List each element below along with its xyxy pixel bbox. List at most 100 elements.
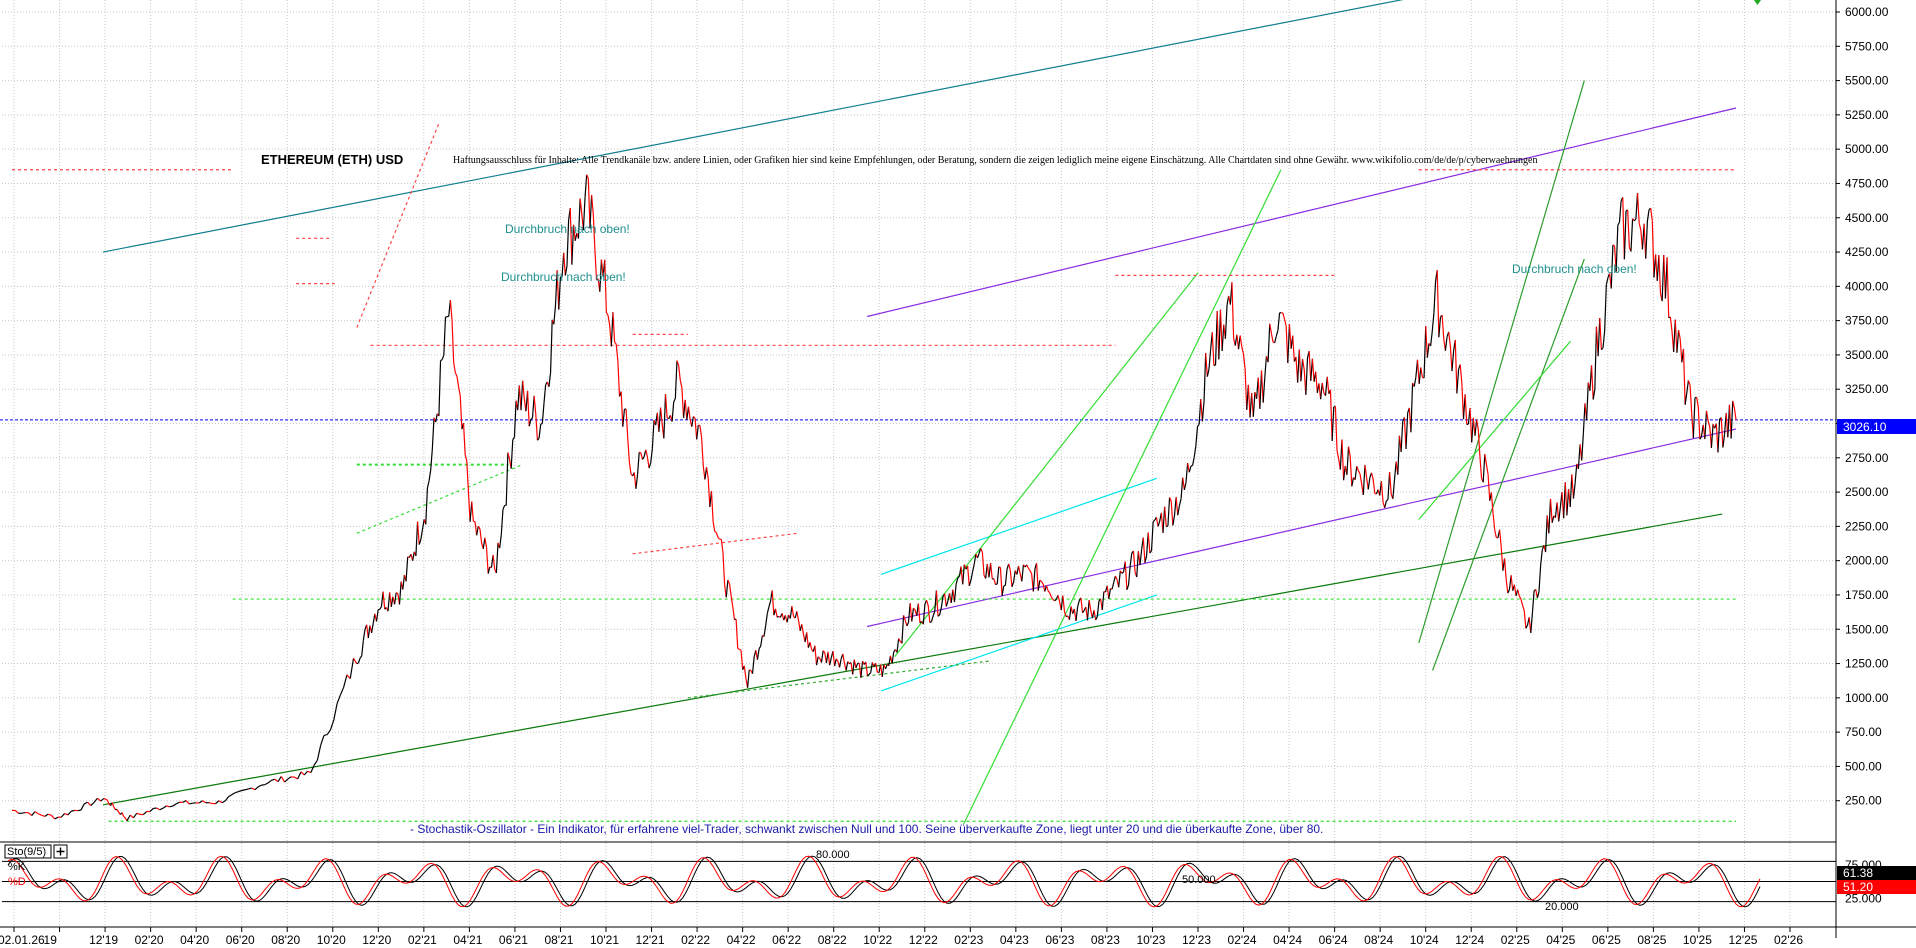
price-segment — [592, 213, 596, 250]
price-segment — [241, 789, 246, 792]
price-segment — [906, 622, 910, 627]
price-segment — [1666, 257, 1670, 318]
price-segment — [740, 650, 744, 670]
price-segment — [1503, 558, 1507, 580]
price-segment — [333, 703, 338, 721]
price-segment — [21, 811, 26, 814]
k-value-label: 61.38 — [1843, 866, 1873, 880]
price-segment — [111, 802, 115, 808]
price-segment — [852, 659, 855, 675]
price-segment — [776, 615, 780, 618]
price-segment — [435, 413, 438, 423]
price-segment — [1050, 596, 1054, 600]
price-segment — [38, 813, 42, 816]
price-segment — [571, 224, 575, 265]
price-segment — [1531, 590, 1535, 613]
x-tick-label: 12'21 — [636, 933, 665, 947]
price-segment — [541, 403, 545, 424]
price-segment — [284, 778, 289, 783]
price-segment — [558, 277, 562, 310]
price-segment — [1686, 380, 1690, 394]
price-segment — [1431, 312, 1435, 332]
price-segment — [737, 647, 740, 650]
price-segment — [54, 816, 59, 820]
price-segment — [182, 800, 187, 803]
price-segment — [981, 552, 985, 576]
price-segment — [710, 491, 714, 522]
price-segment — [1275, 330, 1279, 337]
price-segment — [339, 686, 345, 696]
y-tick-label: 5000.00 — [1845, 142, 1889, 156]
price-segment — [743, 665, 747, 679]
price-segment — [1487, 474, 1491, 501]
price-segment — [50, 814, 56, 820]
price-segment — [1651, 220, 1655, 278]
price-segment — [254, 786, 259, 791]
price-segment — [651, 420, 655, 449]
price-segment — [1538, 564, 1542, 592]
price-segment — [999, 567, 1003, 596]
price-segment — [462, 423, 466, 455]
price-segment — [781, 613, 785, 621]
price-segment — [393, 592, 397, 605]
price-segment — [307, 770, 312, 774]
price-segment — [1347, 446, 1351, 457]
price-segment — [1645, 221, 1648, 259]
price-segment — [476, 526, 479, 536]
price-segment — [556, 270, 560, 310]
price-segment — [679, 379, 683, 389]
price-segment — [513, 400, 517, 438]
price-segment — [676, 360, 680, 366]
price-segment — [814, 645, 818, 666]
price-segment — [1282, 312, 1286, 320]
price-segment — [594, 249, 598, 281]
x-tick-label: 04'24 — [1273, 933, 1302, 947]
x-tick-label: 06'20 — [226, 933, 255, 947]
oscillator-note: - Stochastik-Oszillator - Ein Indikator,… — [410, 822, 1323, 836]
price-segment — [500, 509, 504, 535]
price-segment — [538, 424, 542, 439]
price-segment — [1203, 353, 1207, 401]
price-segment — [320, 735, 325, 746]
price-segment — [663, 394, 667, 439]
price-segment — [224, 796, 230, 801]
green-dash-3 — [687, 660, 992, 699]
price-segment — [185, 800, 190, 805]
price-segment — [1260, 370, 1264, 403]
price-segment — [1564, 482, 1568, 516]
cyan-line-lower — [880, 594, 1157, 692]
price-segment — [1594, 326, 1598, 390]
price-segment — [1127, 566, 1131, 586]
x-tick-label: 19 — [44, 933, 58, 947]
price-segment — [727, 579, 731, 585]
price-segment — [379, 606, 382, 610]
osc-k-line — [7, 855, 1761, 908]
x-tick-label: 12'25 — [1728, 933, 1757, 947]
price-segment — [1062, 595, 1066, 612]
price-segment — [1513, 584, 1517, 596]
y-tick-label: 3250.00 — [1845, 382, 1889, 396]
price-segment — [1049, 592, 1052, 598]
price-segment — [1676, 330, 1680, 353]
price-segment — [1292, 335, 1295, 362]
price-segment — [1650, 208, 1653, 221]
price-segment — [728, 583, 732, 597]
osc-d-line — [7, 855, 1761, 908]
y-tick-label: 5250.00 — [1845, 108, 1889, 122]
price-segment — [976, 553, 980, 559]
d-value-label: 51.20 — [1843, 880, 1873, 894]
price-segment — [1326, 376, 1330, 394]
price-segment — [1466, 423, 1469, 426]
price-segment — [1045, 585, 1049, 591]
oscillator-expand-button[interactable] — [53, 844, 68, 859]
price-segment — [829, 657, 832, 666]
price-segment — [357, 657, 361, 664]
price-segment — [832, 651, 836, 667]
price-segment — [717, 537, 721, 540]
price-segment — [77, 809, 82, 812]
price-segment — [1311, 358, 1315, 382]
price-segment — [228, 794, 233, 798]
price-segment — [1710, 424, 1714, 448]
red-dash-mid — [632, 532, 799, 555]
